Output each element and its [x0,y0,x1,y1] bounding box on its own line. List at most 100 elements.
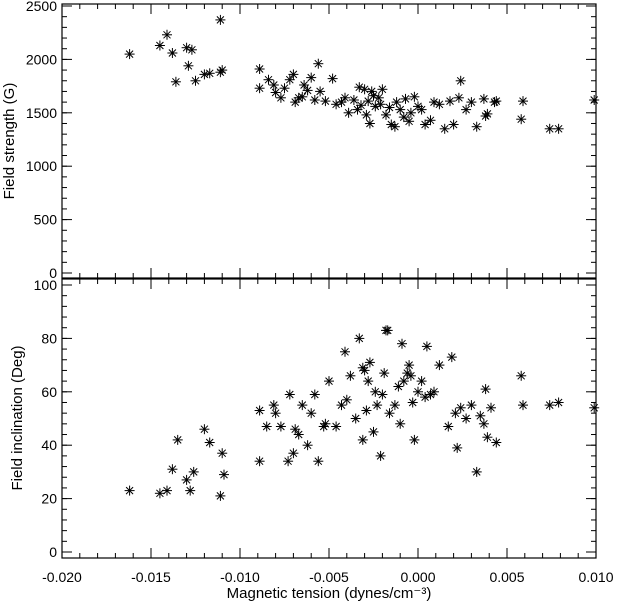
bottom-data-point [313,456,324,467]
bottom-data-point [331,421,342,432]
top-data-point [190,75,201,86]
top-data-point [254,64,265,74]
bottom-data-point [167,464,178,475]
top-data-point [381,109,391,120]
bottom-data-point [405,370,416,381]
bottom-data-point [359,365,370,376]
top-ticks: 0 500 1000 1500 2000 2500 [26,0,597,281]
top-data-point [340,92,350,103]
bottom-data-point [368,426,379,437]
top-data-point [215,14,226,25]
bottom-data-point [320,418,331,429]
bottom-data-point [421,341,432,352]
top-data-point [154,40,165,51]
bottom-data-point [407,397,418,408]
top-data-point [306,72,317,83]
bottom-data-point [204,437,215,448]
bottom-data-point [397,338,407,349]
top-data-point [391,97,402,108]
top-data-point [478,93,489,104]
bottom-data-point [185,485,196,496]
top-data-point [395,104,406,115]
bottom-data-point [443,421,454,432]
bottom-y-tick-label: 60 [41,384,57,400]
bottom-data-point [446,352,457,363]
bottom-data-point [475,410,486,421]
top-data-point [183,60,194,71]
x-tick-label: -0.010 [220,569,260,585]
bottom-data-point [375,450,386,461]
x-tick-label: 0.005 [489,569,524,585]
bottom-data-point [589,402,600,413]
bottom-data-point [318,421,329,432]
top-data-point [471,121,482,132]
bottom-data-point [395,418,406,429]
top-y-tick-label: 2500 [26,0,57,14]
top-data-point [373,92,384,103]
bottom-data-point [482,432,493,443]
top-data-point [553,123,564,134]
bottom-plot-frame [61,278,597,559]
bottom-data-point [354,333,365,344]
top-data-point [400,93,411,104]
bottom-data-point [455,402,466,413]
bottom-data-point [284,389,295,400]
top-data-point [162,29,172,40]
bottom-data-point [361,405,372,416]
bottom-data-point [377,389,388,400]
bottom-points [124,325,600,501]
bottom-data-point [398,376,409,387]
bottom-data-point [364,357,375,368]
bottom-data-point [162,485,172,496]
top-data-point [589,95,600,105]
bottom-ticks: 0 20 40 60 80 100 -0.020 -0.015 -0.010 -0.005 0.00… [34,277,614,585]
bottom-data-point [491,437,502,448]
x-axis-label: Magnetic tension (dynes/cm⁻³) [227,585,432,602]
top-data-point [302,85,313,96]
top-y-tick-label: 2000 [26,51,57,67]
bottom-data-point [553,397,564,408]
bottom-data-point [290,424,301,435]
bottom-y-tick-label: 100 [34,277,58,293]
bottom-data-point [404,360,415,371]
top-data-point [343,107,354,118]
bottom-data-point [357,434,368,445]
bottom-data-point [309,389,320,400]
x-tick-label: -0.020 [42,569,82,585]
top-data-point [409,91,420,102]
bottom-data-point [254,456,265,467]
top-data-point [299,80,310,90]
top-panel: 0 500 1000 1500 2000 2500 Field strength (G) [1,0,600,281]
top-data-point [425,115,436,126]
top-data-point [348,95,359,105]
top-data-point [336,97,347,108]
x-tick-label: 0.000 [400,569,435,585]
bottom-y-tick-label: 80 [41,330,57,346]
bottom-data-point [413,386,423,397]
bottom-data-point [181,474,192,485]
top-points [124,14,600,134]
top-data-point [364,118,375,129]
top-data-point [389,121,400,132]
bottom-data-point [341,394,352,405]
bottom-data-point [544,400,555,411]
bottom-data-point [219,469,229,480]
bottom-data-point [275,421,286,432]
top-data-point [516,114,527,125]
bottom-data-point [283,456,294,467]
bottom-data-point [199,424,210,435]
bottom-data-point [154,488,165,499]
bottom-data-point [324,376,334,387]
bottom-data-point [270,408,281,419]
bottom-data-point [389,400,400,411]
bottom-data-point [471,466,482,477]
top-data-point [416,104,427,115]
top-data-point [186,44,197,55]
top-data-point [377,84,388,95]
top-data-point [263,74,274,85]
bottom-data-point [188,466,199,477]
top-data-point [434,99,445,110]
bottom-data-point [379,368,390,379]
bottom-data-point [124,485,135,496]
